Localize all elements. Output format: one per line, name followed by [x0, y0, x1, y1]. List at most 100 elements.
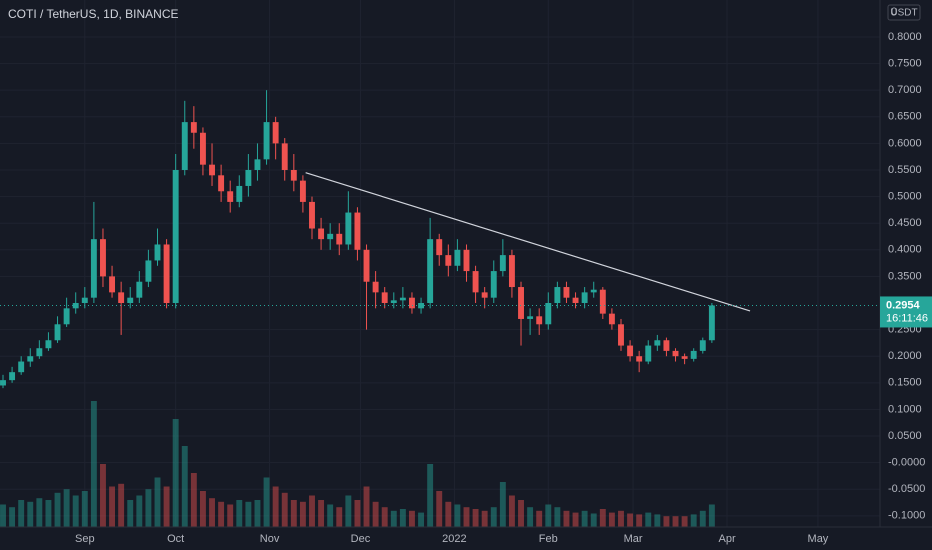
candle-body	[81, 297, 88, 304]
candle-body	[490, 271, 497, 298]
candle-body	[663, 340, 670, 351]
volume-bar	[136, 495, 143, 527]
candle-body	[545, 303, 552, 325]
candle-body	[72, 303, 79, 309]
volume-bar	[381, 507, 388, 527]
volume-bar	[18, 500, 25, 527]
y-tick-label: 0.6500	[888, 111, 922, 123]
candle-body	[427, 239, 434, 304]
volume-bar	[581, 510, 588, 527]
volume-bar	[563, 510, 570, 527]
candle-body	[218, 175, 225, 192]
volume-bar	[281, 492, 288, 527]
volume-bar	[654, 514, 661, 527]
volume-bar	[608, 512, 615, 527]
candle-body	[36, 348, 43, 357]
candle-body	[109, 276, 116, 293]
candle-body	[363, 249, 370, 282]
x-tick-label: Apr	[718, 533, 735, 545]
candle-body	[454, 249, 461, 266]
volume-bar	[690, 514, 697, 527]
volume-bar	[90, 401, 97, 527]
x-tick-label: Dec	[351, 533, 371, 545]
volume-bar	[163, 486, 170, 527]
volume-bar	[618, 510, 624, 527]
volume-bar	[154, 477, 161, 527]
volume-bar	[599, 509, 606, 527]
candle-body	[445, 255, 452, 266]
candle-body	[272, 122, 279, 144]
volume-bar	[118, 483, 125, 527]
candle-body	[409, 297, 415, 309]
candle-body	[199, 132, 206, 165]
candle-body	[154, 244, 161, 261]
x-tick-label: May	[808, 533, 829, 545]
candle-body	[499, 255, 506, 272]
candle-body	[163, 244, 170, 304]
candle-body	[481, 292, 488, 298]
candle-body	[327, 233, 334, 240]
y-tick-label: 0.7000	[888, 84, 922, 96]
candle-body	[281, 143, 288, 170]
volume-bar	[699, 510, 706, 527]
y-tick-label: 0.8000	[888, 31, 922, 43]
candle-body	[345, 212, 352, 245]
volume-bar	[508, 495, 515, 527]
volume-bar	[536, 510, 543, 527]
candle-body	[463, 249, 470, 272]
y-tick-label: 0.6000	[888, 137, 922, 149]
y-tick-label: 0.3500	[888, 270, 922, 282]
candle-body	[636, 356, 643, 362]
volume-bar	[254, 500, 261, 527]
candle-body	[263, 122, 270, 160]
candle-body	[145, 260, 152, 282]
x-tick-label: Nov	[260, 533, 280, 545]
candle-body	[681, 356, 688, 359]
candle-body	[572, 297, 579, 304]
candle-body	[627, 345, 634, 357]
y-tick-label: 0.1000	[888, 403, 922, 415]
volume-bar	[499, 482, 506, 527]
volume-bar	[681, 516, 688, 527]
candle-body	[336, 233, 343, 245]
volume-bar	[636, 514, 643, 527]
candle-body	[227, 191, 234, 202]
volume-bar	[708, 504, 715, 527]
volume-bar	[463, 507, 470, 527]
volume-bar	[409, 510, 415, 527]
volume-bar	[236, 500, 243, 527]
candle-body	[708, 305, 715, 341]
volume-bar	[81, 491, 88, 527]
candle-body	[118, 292, 125, 304]
last-price-badge	[880, 296, 932, 328]
volume-bar	[100, 464, 106, 527]
volume-bar	[290, 500, 297, 527]
candle-body	[299, 180, 306, 202]
candle-body	[254, 159, 261, 170]
volume-bar	[9, 507, 16, 527]
candle-body	[472, 271, 479, 293]
volume-bar	[127, 500, 134, 527]
volume-bar	[590, 513, 597, 527]
candle-body	[54, 324, 61, 341]
x-tick-label: Mar	[624, 533, 643, 545]
candle-body	[536, 316, 543, 325]
candle-body	[436, 239, 443, 256]
volume-bar	[309, 495, 315, 527]
candle-body	[654, 340, 661, 346]
currency-badge	[887, 4, 921, 21]
volume-bar	[518, 500, 524, 527]
candle-body	[18, 361, 25, 373]
volume-bar	[36, 498, 43, 527]
last-price-label: 0.2954	[886, 299, 921, 311]
axis-corner: 0	[891, 6, 897, 18]
candle-body	[554, 287, 561, 304]
x-tick-label: Oct	[167, 533, 184, 545]
candle-body	[518, 287, 524, 319]
candle-body	[27, 356, 34, 362]
y-tick-label: 0.7500	[888, 57, 922, 69]
volume-bar	[436, 491, 443, 527]
volume-bar	[345, 495, 352, 527]
candle-body	[181, 122, 188, 170]
candle-body	[318, 228, 325, 240]
